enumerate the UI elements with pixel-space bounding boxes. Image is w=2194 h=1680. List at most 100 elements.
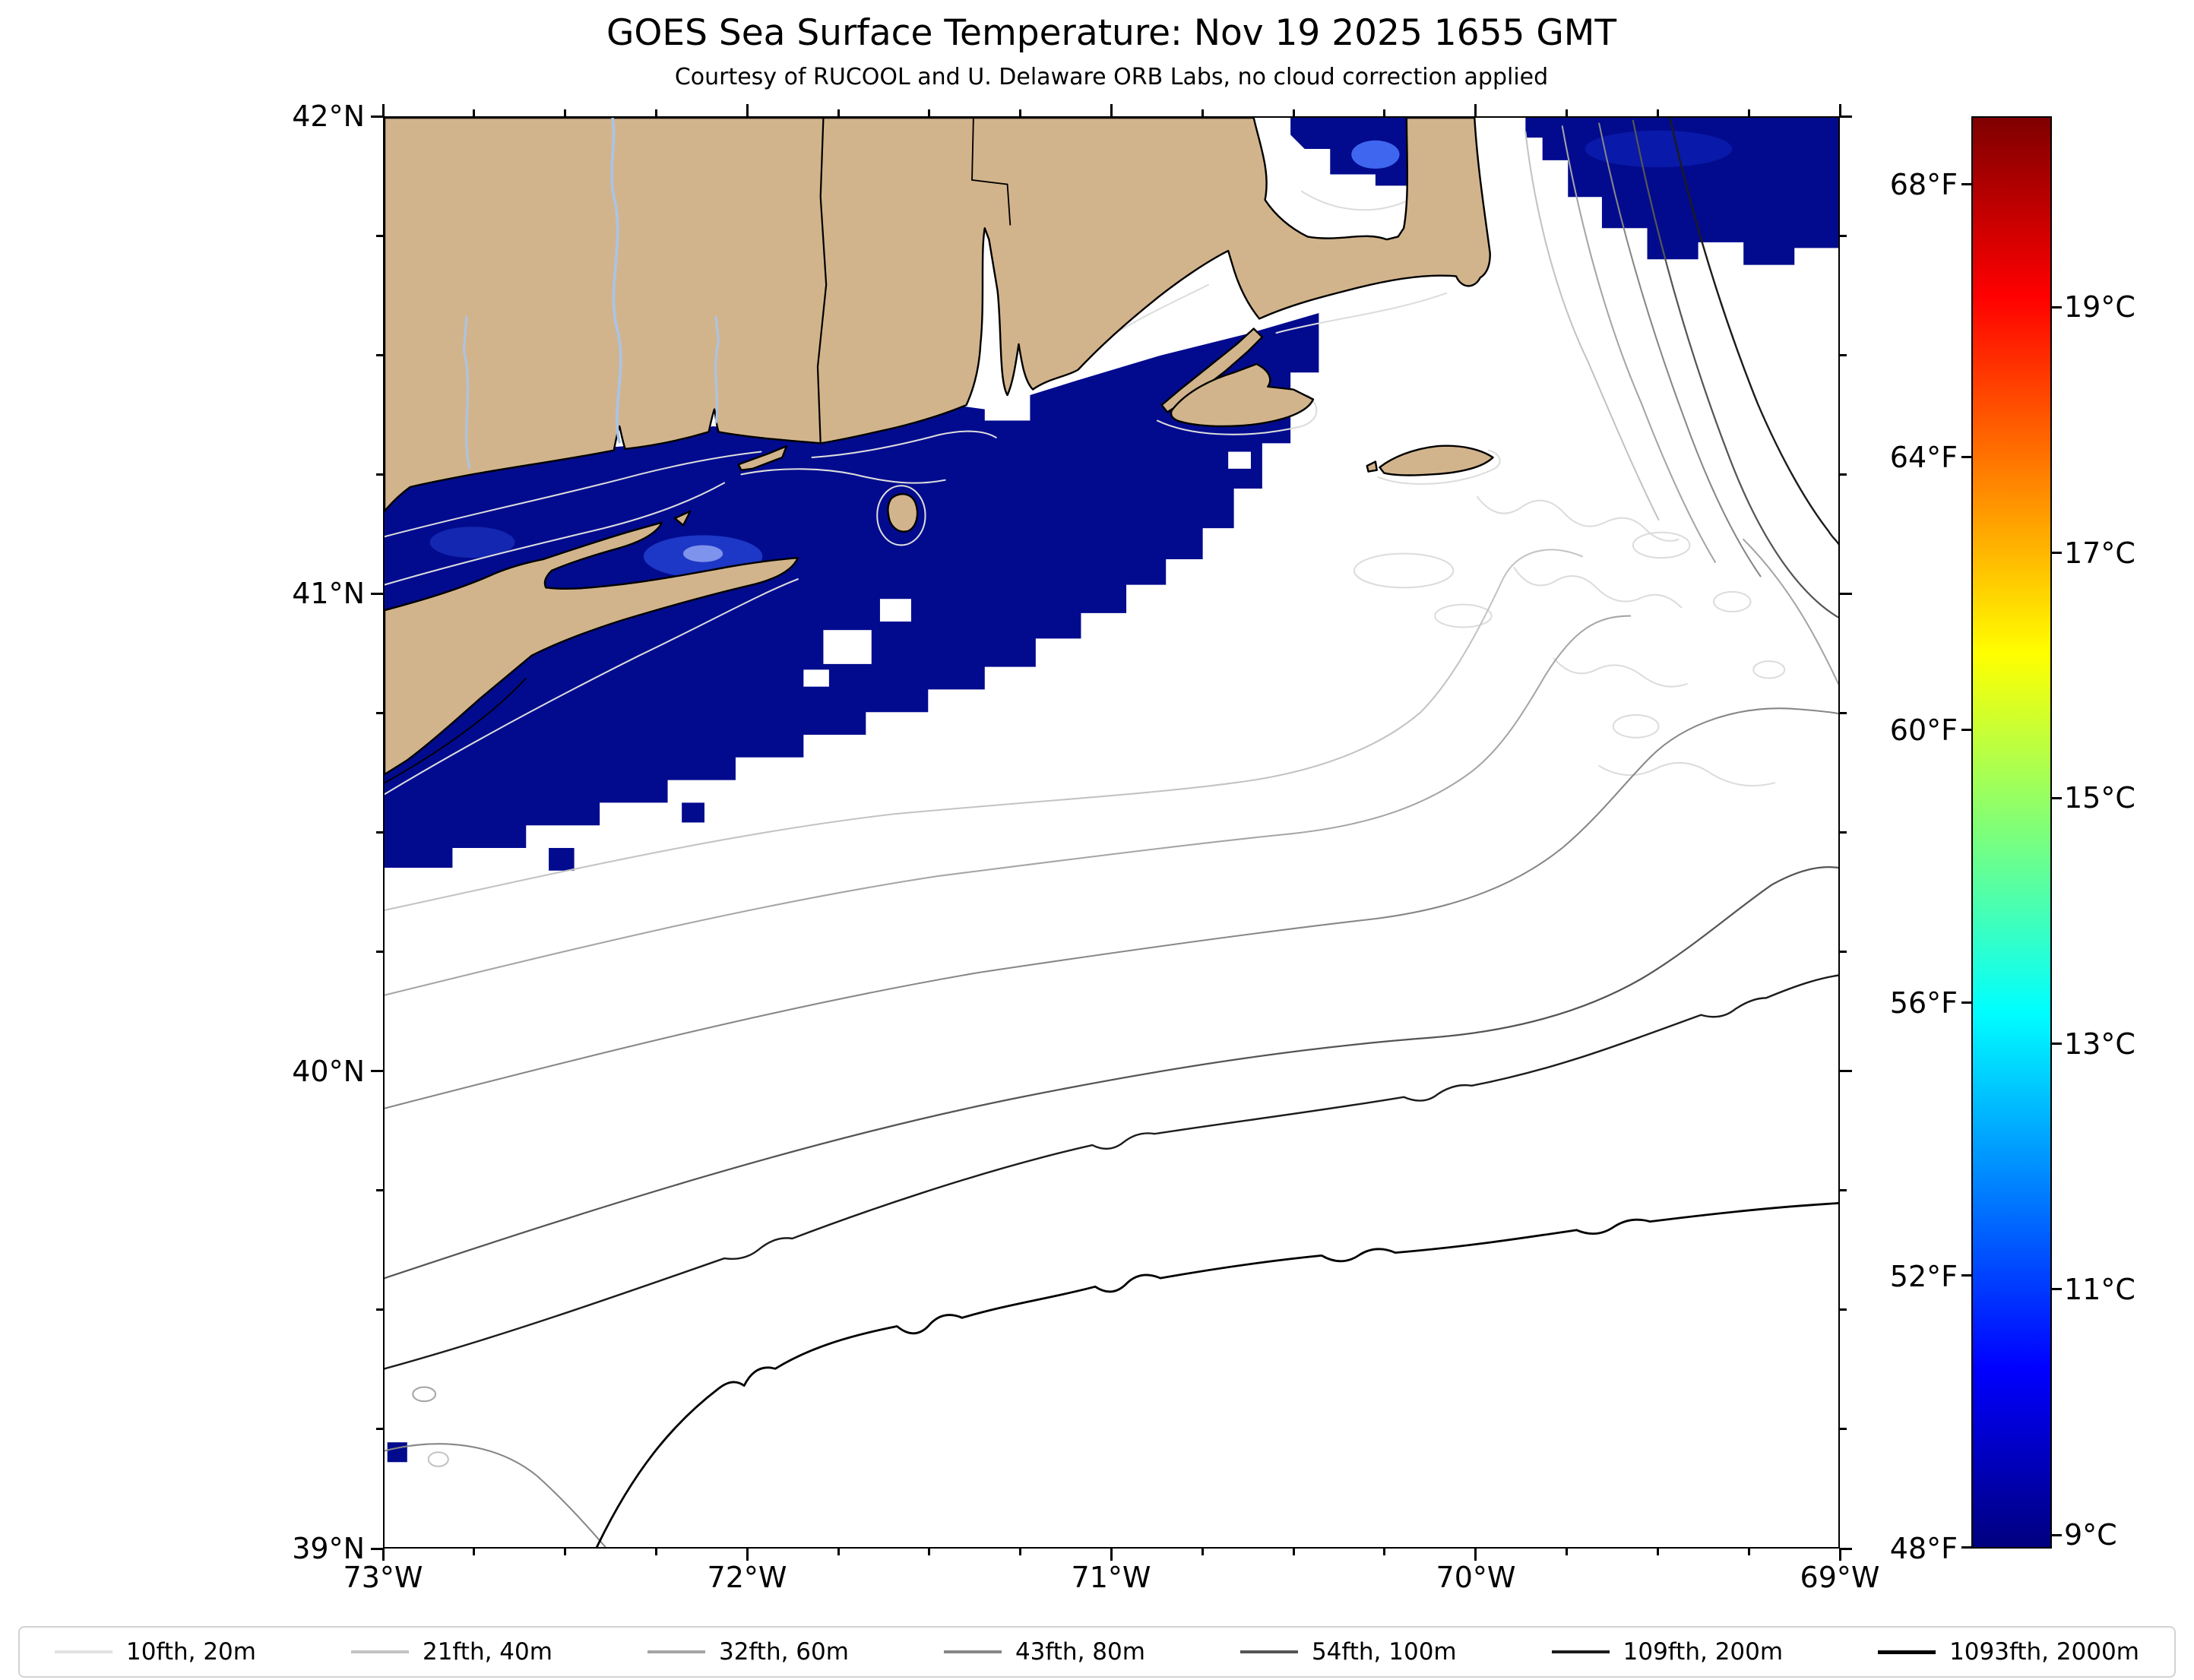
colorbar-c-label: 17°C <box>2064 536 2135 570</box>
nantucket <box>1379 445 1494 476</box>
contour-line-sample <box>647 1650 705 1653</box>
axis-tick <box>1840 951 1847 954</box>
x-tick-label: 69°W <box>1800 1561 1880 1594</box>
marthas-vineyard <box>1170 362 1315 428</box>
axis-tick <box>1019 109 1022 116</box>
thames-river <box>714 315 720 424</box>
axis-tick <box>1840 1189 1847 1192</box>
axis-tick <box>1474 1549 1477 1561</box>
axis-tick <box>376 951 383 954</box>
axis-tick <box>2052 797 2062 800</box>
legend-label: 109fth, 200m <box>1623 1638 1784 1666</box>
axis-tick <box>1840 1428 1847 1431</box>
axis-tick <box>376 831 383 834</box>
axis-tick <box>1840 1547 1852 1550</box>
y-tick-label: 42°N <box>292 100 365 133</box>
legend-label: 54fth, 100m <box>1311 1638 1457 1666</box>
axis-tick <box>928 109 931 116</box>
axis-tick <box>1961 1001 1971 1005</box>
colorbar-f-label: 68°F <box>1889 168 1958 201</box>
legend-label: 1093fth, 2000m <box>1949 1638 2139 1666</box>
x-tick-label: 71°W <box>1071 1561 1151 1594</box>
axis-tick <box>1961 1546 1971 1549</box>
axis-tick <box>1292 109 1295 116</box>
colorbar-c-label: 11°C <box>2064 1273 2135 1306</box>
axis-tick <box>1656 109 1659 116</box>
axis-tick <box>1292 1549 1295 1555</box>
axis-tick <box>371 1547 383 1550</box>
contour-2000m <box>596 1202 1838 1547</box>
contour-80m <box>385 122 1838 1547</box>
land-layer <box>385 118 1494 776</box>
axis-tick <box>1840 115 1852 118</box>
map-plot-area <box>383 116 1840 1549</box>
colorbar-c-label: 19°C <box>2064 290 2135 324</box>
axis-tick <box>2052 1288 2062 1291</box>
colorbar-f-label: 52°F <box>1889 1260 1958 1293</box>
axis-tick <box>654 109 657 116</box>
axis-tick <box>376 234 383 237</box>
axis-tick <box>381 104 385 116</box>
axis-tick <box>1474 104 1477 116</box>
ri-ma-state-border <box>971 118 1012 226</box>
axis-tick <box>376 473 383 476</box>
legend-label: 43fth, 80m <box>1015 1638 1145 1666</box>
axis-tick <box>473 1549 476 1555</box>
axis-tick <box>1840 711 1847 714</box>
map-canvas <box>385 118 1838 1547</box>
colorbar-gradient <box>1971 116 2052 1549</box>
axis-tick <box>1838 104 1841 116</box>
axis-tick <box>381 1549 385 1561</box>
contour-60m <box>385 125 1838 1403</box>
axis-tick <box>1747 109 1750 116</box>
legend-label: 21fth, 40m <box>422 1638 552 1666</box>
contour-20m <box>385 190 1786 796</box>
legend-entry: 32fth, 60m <box>647 1638 849 1666</box>
axis-tick <box>1110 1549 1113 1561</box>
contour-line-sample <box>1551 1650 1610 1653</box>
contour-line-sample <box>1878 1650 1936 1654</box>
contour-40m <box>385 131 1660 1467</box>
axis-tick <box>928 1549 931 1555</box>
axis-tick <box>1110 104 1113 116</box>
axis-tick <box>1840 234 1847 237</box>
colorbar-c-label: 13°C <box>2064 1027 2135 1061</box>
axis-tick <box>376 1189 383 1192</box>
axis-tick <box>1840 353 1847 356</box>
contour-200m <box>385 118 1838 1370</box>
axis-tick <box>1656 1549 1659 1555</box>
axis-tick <box>1566 1549 1569 1555</box>
mainland-new-england <box>385 118 1491 512</box>
axis-tick <box>1961 729 1971 732</box>
elizabeth-islands <box>1160 327 1264 413</box>
x-tick-label: 73°W <box>343 1561 423 1594</box>
axis-tick <box>564 109 567 116</box>
long-island <box>385 521 799 776</box>
land-detail-layer <box>385 118 1012 784</box>
axis-tick <box>1961 183 1971 186</box>
contour-line-sample <box>943 1650 1002 1653</box>
contour-line-sample <box>55 1650 112 1653</box>
axis-tick <box>376 1428 383 1431</box>
contour-line-sample <box>1239 1650 1298 1653</box>
axis-tick <box>2052 551 2062 554</box>
colorbar-f-label: 56°F <box>1889 986 1958 1020</box>
legend-entry: 54fth, 100m <box>1239 1638 1457 1666</box>
axis-tick <box>564 1549 567 1555</box>
colorbar-c-label: 15°C <box>2064 781 2135 815</box>
axis-tick <box>1383 109 1386 116</box>
axis-tick <box>1201 109 1204 116</box>
axis-tick <box>376 353 383 356</box>
colorbar-f-label: 64°F <box>1889 441 1958 474</box>
legend-label: 32fth, 60m <box>718 1638 849 1666</box>
block-island <box>887 493 919 533</box>
y-tick-label: 41°N <box>292 577 365 610</box>
tuckernuck-island <box>1366 460 1378 473</box>
axis-tick <box>1201 1549 1204 1555</box>
x-tick-label: 72°W <box>707 1561 787 1594</box>
axis-tick <box>2052 305 2062 308</box>
x-tick-label: 70°W <box>1436 1561 1516 1594</box>
figure-title: GOES Sea Surface Temperature: Nov 19 202… <box>606 12 1617 54</box>
axis-tick <box>1840 1070 1852 1073</box>
